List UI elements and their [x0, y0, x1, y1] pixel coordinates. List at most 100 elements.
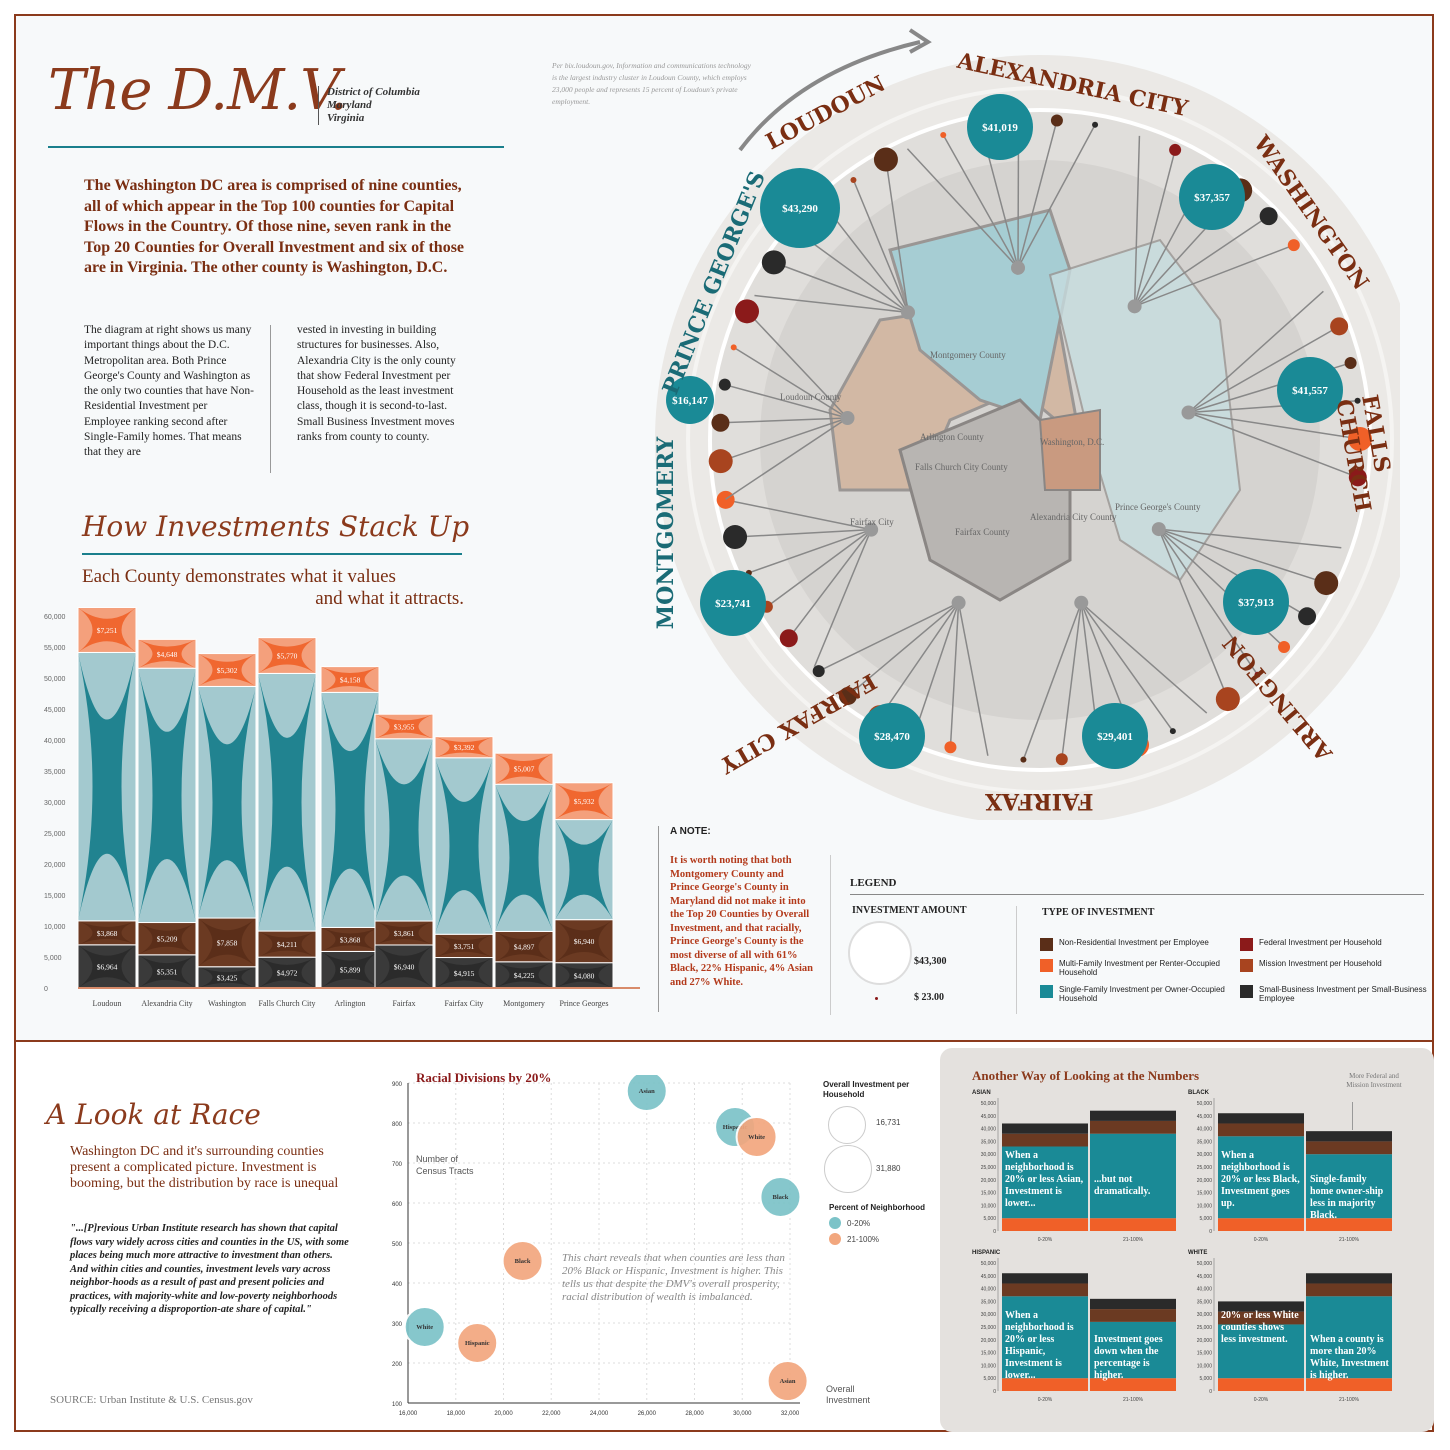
- source-credit: SOURCE: Urban Institute & U.S. Census.go…: [50, 1394, 253, 1406]
- color-legend-orange: [829, 1233, 841, 1245]
- svg-text:15,000: 15,000: [981, 1351, 997, 1357]
- size-legend-small-label: 16,731: [876, 1118, 901, 1127]
- svg-text:Montgomery: Montgomery: [503, 999, 545, 1008]
- xlabel-line-1: Overall: [826, 1384, 855, 1394]
- ylabel-line-2: Census Tracts: [416, 1166, 474, 1176]
- legend-amount-title: INVESTMENT AMOUNT: [852, 905, 967, 916]
- svg-text:20,000: 20,000: [981, 1338, 997, 1344]
- svg-text:30,000: 30,000: [981, 1312, 997, 1318]
- legend-amount-small: $ 23.00: [914, 992, 944, 1003]
- mini-panel-left-text: When a neighborhood is 20% or less Black…: [1221, 1150, 1300, 1209]
- svg-text:25,000: 25,000: [981, 1325, 997, 1331]
- stack-section-title: How Investments Stack Up: [82, 510, 470, 543]
- page-frame: [14, 14, 1434, 1432]
- swatch-small-business: [1240, 985, 1253, 998]
- svg-text:Fairfax City: Fairfax City: [850, 517, 894, 527]
- legend-separator: [830, 855, 831, 1015]
- svg-text:21-100%: 21-100%: [1123, 1237, 1144, 1243]
- svg-text:$4,972: $4,972: [277, 969, 298, 978]
- legend-amount-large: $43,300: [914, 956, 947, 967]
- svg-text:$5,209: $5,209: [157, 935, 178, 944]
- stacked-bar-chart: 60,000 55,000 50,000 45,000 40,000 35,000 30,0…: [44, 606, 640, 1008]
- svg-text:35,000: 35,000: [1197, 1139, 1213, 1145]
- legend-title: LEGEND: [850, 877, 897, 889]
- svg-text:15,000: 15,000: [1197, 1191, 1213, 1197]
- size-legend-large: [824, 1145, 872, 1193]
- svg-text:$3,392: $3,392: [454, 743, 475, 752]
- mini-panel-right-text: Single-family home owner-ship less in ma…: [1310, 1174, 1384, 1221]
- svg-text:60,000: 60,000: [44, 614, 66, 621]
- svg-text:600: 600: [392, 1202, 403, 1208]
- svg-text:35,000: 35,000: [981, 1299, 997, 1305]
- mini-panel-right-text: ...but not dramatically.: [1094, 1174, 1151, 1197]
- legend-item-non-residential: Non-Residential Investment per Employee: [1040, 938, 1240, 951]
- svg-text:$6,940: $6,940: [574, 937, 595, 946]
- svg-text:50,000: 50,000: [44, 676, 66, 683]
- color-legend-teal: [829, 1217, 841, 1229]
- washington-dc-shape: [1038, 408, 1101, 491]
- svg-text:45,000: 45,000: [1197, 1114, 1213, 1120]
- legend-rule: [850, 894, 1424, 895]
- svg-text:$28,470: $28,470: [874, 731, 910, 743]
- svg-text:$41,019: $41,019: [982, 122, 1018, 134]
- svg-text:25,000: 25,000: [1197, 1165, 1213, 1171]
- color-legend-title: Percent of Neighborhood: [829, 1203, 925, 1212]
- race-quote: "...[P]revious Urban Institute research …: [70, 1223, 349, 1315]
- svg-text:45,000: 45,000: [1197, 1274, 1213, 1280]
- svg-text:21-100%: 21-100%: [1123, 1397, 1144, 1403]
- svg-text:0-20%: 0-20%: [1038, 1397, 1053, 1403]
- svg-text:45,000: 45,000: [981, 1274, 997, 1280]
- region-list: District of Columbia Maryland Virginia: [318, 86, 420, 125]
- svg-text:$5,932: $5,932: [574, 797, 595, 806]
- svg-text:Arlington County: Arlington County: [920, 432, 984, 442]
- body-column-1: The diagram at right shows us many impor…: [84, 324, 254, 459]
- mini-panel-title: WHITE: [1188, 1250, 1208, 1256]
- lede-line-2: and what it attracts.: [315, 588, 464, 609]
- mini-bar-chart: 50,000 45,000 40,000 35,000 30,000 25,000 20,0…: [981, 1258, 1176, 1403]
- svg-text:$6,964: $6,964: [97, 962, 118, 971]
- svg-text:35,000: 35,000: [981, 1139, 997, 1145]
- svg-text:5,000: 5,000: [983, 1216, 996, 1222]
- legend-large-circle: [848, 921, 912, 985]
- svg-text:Fairfax City: Fairfax City: [445, 999, 484, 1008]
- svg-text:10,000: 10,000: [981, 1203, 997, 1209]
- another-callout-line: [1352, 1102, 1353, 1130]
- svg-text:Montgomery County: Montgomery County: [930, 350, 1006, 360]
- svg-text:50,000: 50,000: [1197, 1101, 1213, 1107]
- svg-text:45,000: 45,000: [981, 1114, 997, 1120]
- svg-text:Washington: Washington: [208, 999, 246, 1008]
- svg-text:$29,401: $29,401: [1097, 731, 1133, 743]
- svg-text:White: White: [416, 1324, 433, 1331]
- svg-text:5,000: 5,000: [1199, 1216, 1212, 1222]
- svg-text:5,000: 5,000: [983, 1376, 996, 1382]
- mini-panel-title: HISPANIC: [972, 1250, 1001, 1256]
- svg-text:0: 0: [44, 986, 48, 993]
- radial-diagram: $43,290 $41,019 $37,357 $41,557 $37,913 $29,4…: [655, 28, 1400, 820]
- color-legend-orange-label: 21-100%: [847, 1235, 880, 1244]
- svg-text:$7,251: $7,251: [97, 626, 118, 635]
- svg-text:0-20%: 0-20%: [1038, 1237, 1053, 1243]
- svg-text:Alexandria City County: Alexandria City County: [1030, 512, 1117, 522]
- svg-text:5,000: 5,000: [44, 955, 62, 962]
- svg-text:30,000: 30,000: [1197, 1152, 1213, 1158]
- svg-text:Hispanic: Hispanic: [723, 1124, 748, 1131]
- svg-text:50,000: 50,000: [1197, 1261, 1213, 1267]
- svg-text:40,000: 40,000: [981, 1127, 997, 1133]
- legend-label: Mission Investment per Household: [1259, 959, 1382, 968]
- svg-text:10,000: 10,000: [1197, 1363, 1213, 1369]
- section-divider: [16, 1040, 1432, 1042]
- svg-text:$5,351: $5,351: [157, 967, 178, 976]
- scatter-chart: 900 800 700 600 500 400 300 200 100 16,000 18,000 2…: [392, 1075, 809, 1417]
- region-va: Virginia: [327, 112, 365, 124]
- legend-item-federal: Federal Investment per Household: [1240, 938, 1430, 951]
- svg-text:20,000: 20,000: [1197, 1338, 1213, 1344]
- svg-text:25,000: 25,000: [1197, 1325, 1213, 1331]
- legend-label: Federal Investment per Household: [1259, 938, 1382, 947]
- svg-text:30,000: 30,000: [44, 800, 66, 807]
- intro-text: The Washington DC area is comprised of n…: [84, 177, 465, 276]
- svg-text:700: 700: [392, 1162, 403, 1168]
- svg-text:40,000: 40,000: [981, 1287, 997, 1293]
- svg-text:0-20%: 0-20%: [1254, 1237, 1269, 1243]
- svg-text:28,000: 28,000: [685, 1411, 704, 1417]
- svg-text:50,000: 50,000: [981, 1101, 997, 1107]
